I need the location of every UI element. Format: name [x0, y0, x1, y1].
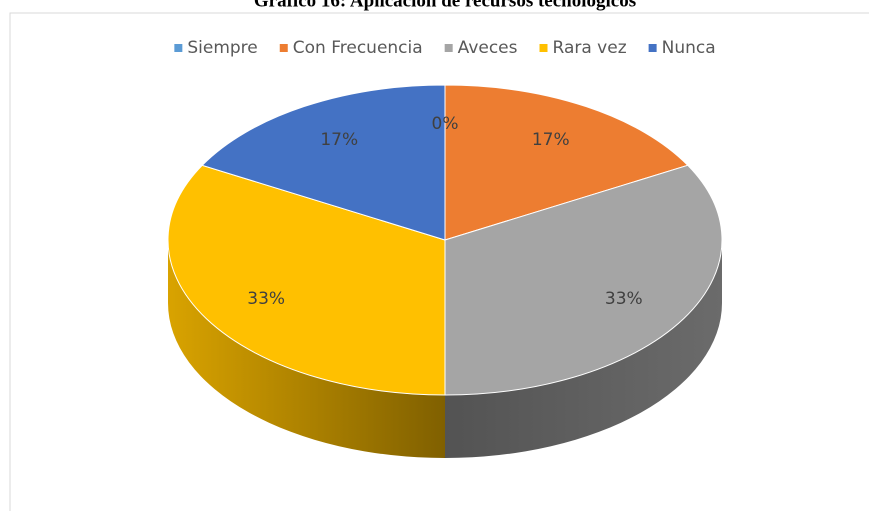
- chart-title: Gráfico 16: Aplicación de recursos tecno…: [254, 0, 636, 11]
- data-label: 0%: [432, 114, 459, 134]
- data-label: 17%: [532, 130, 570, 150]
- legend-marker: [648, 44, 657, 52]
- legend-label: Nunca: [662, 38, 716, 58]
- legend-marker: [174, 44, 183, 52]
- data-label: 33%: [605, 289, 643, 309]
- pie-side: [445, 240, 722, 458]
- legend-label: Con Frecuencia: [293, 38, 423, 58]
- data-label: 33%: [247, 289, 285, 309]
- pie-slice: [444, 164, 723, 396]
- chart-border: [9, 12, 869, 511]
- pie-side: [168, 240, 445, 458]
- pie-slice: [167, 164, 446, 396]
- pie-slice: [201, 84, 446, 241]
- legend: Siempre Con Frecuencia Aveces Rara vez Nunca: [174, 38, 716, 58]
- legend-marker: [279, 44, 288, 52]
- pie-slice: [444, 84, 689, 241]
- legend-label: Aveces: [458, 38, 518, 58]
- legend-marker: [539, 44, 548, 52]
- legend-label: Rara vez: [553, 38, 627, 58]
- legend-label: Siempre: [187, 38, 257, 58]
- legend-marker: [444, 44, 453, 52]
- data-label: 17%: [320, 130, 358, 150]
